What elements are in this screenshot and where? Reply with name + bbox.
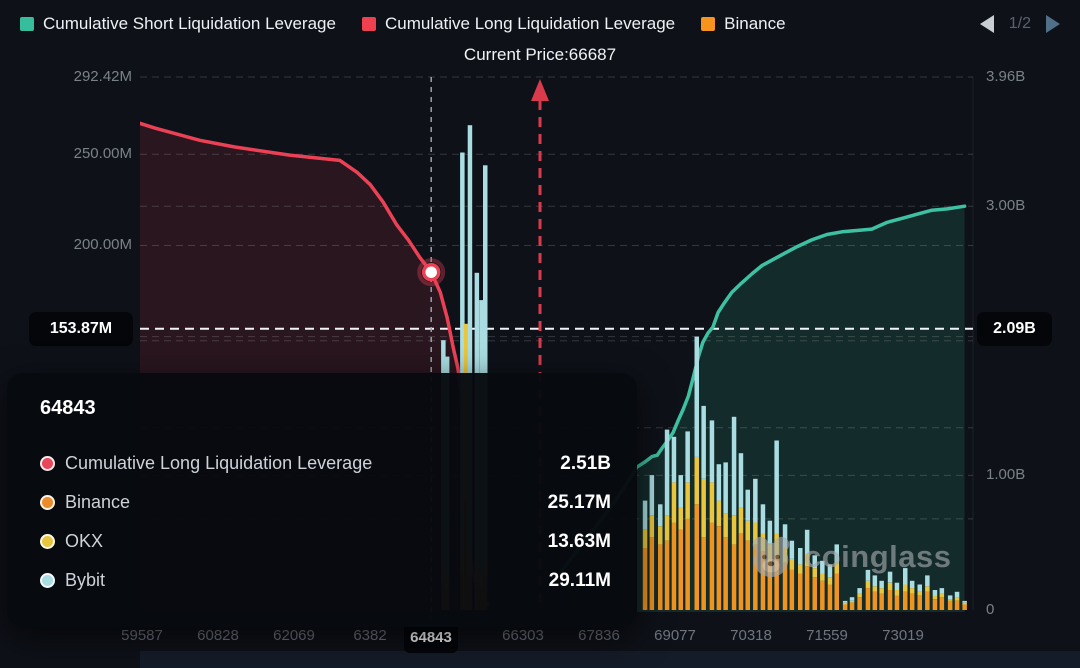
tooltip-title: 64843	[40, 397, 96, 419]
current-price-label: Current Price:66687	[463, 45, 617, 64]
next-page-icon[interactable]	[1046, 15, 1060, 33]
tooltip-rows: Cumulative Long Liquidation Leverage 2.5…	[40, 444, 611, 600]
legend-item-0[interactable]: Cumulative Short Liquidation Leverage	[20, 14, 336, 34]
x-axis-tick-label: 73019	[882, 627, 924, 644]
legend-label: Cumulative Long Liquidation Leverage	[384, 14, 676, 33]
legend-bar: Cumulative Short Liquidation Leverage Cu…	[20, 14, 1080, 34]
series-dot-icon	[40, 456, 55, 471]
bottom-panel-strip	[140, 651, 1080, 668]
legend-label: Binance	[724, 14, 786, 33]
x-axis-tick-label: 59587	[121, 627, 163, 644]
legend-label: Cumulative Short Liquidation Leverage	[43, 14, 336, 33]
left-axis-tick-label: 250.00M	[73, 145, 132, 162]
tooltip-row: Bybit 29.11M	[40, 561, 611, 600]
page-indicator: 1/2	[1008, 15, 1031, 32]
legend-swatch	[20, 17, 34, 31]
series-dot-icon	[40, 534, 55, 549]
tooltip-series-value: 25.17M	[547, 491, 611, 513]
tooltip-row: OKX 13.63M	[40, 522, 611, 561]
right-axis-tick-label: 1.00B	[986, 466, 1026, 483]
series-dot-icon	[40, 495, 55, 510]
left-axis-price-pill: 153.87M	[29, 312, 133, 346]
legend-swatch	[701, 17, 716, 31]
tooltip-row: Cumulative Long Liquidation Leverage 2.5…	[40, 444, 611, 483]
tooltip-series-label: OKX	[65, 531, 104, 551]
x-axis-tick-label: 69077	[654, 627, 696, 644]
x-axis-tick-label: 60828	[197, 627, 239, 644]
x-axis-tick-label: 62069	[273, 627, 315, 644]
chart-tooltip: 64843 Cumulative Long Liquidation Levera…	[7, 373, 637, 627]
tooltip-series-value: 29.11M	[548, 569, 611, 591]
left-axis-tick-label: 292.42M	[73, 68, 132, 85]
tooltip-row: Binance 25.17M	[40, 483, 611, 522]
prev-page-icon[interactable]	[979, 15, 994, 33]
tooltip-series-value: 13.63M	[547, 530, 611, 552]
right-axis-price-pill: 2.09B	[977, 312, 1052, 346]
legend-item-1[interactable]: Cumulative Long Liquidation Leverage	[361, 14, 676, 34]
coinglass-watermark: coinglass	[748, 534, 952, 580]
x-axis-tick-label: 71559	[806, 627, 848, 644]
legend-item-2[interactable]: Binance	[701, 14, 786, 34]
series-dot-icon	[40, 573, 55, 588]
x-axis-tick-label: 66303	[502, 627, 544, 644]
legend-pagination: 1/2	[979, 15, 1060, 33]
x-axis-tick-label: 67836	[578, 627, 620, 644]
right-axis-tick-label: 0	[986, 601, 995, 618]
legend-swatch	[361, 17, 376, 31]
x-axis-tick-label: 6382	[353, 627, 387, 644]
x-axis-tick-label: 70318	[730, 627, 772, 644]
coinglass-bear-icon	[752, 536, 790, 578]
right-axis-tick-label: 3.96B	[986, 68, 1026, 85]
tooltip-series-value: 2.51B	[560, 452, 611, 474]
tooltip-series-label: Binance	[65, 492, 131, 512]
tooltip-series-label: Bybit	[65, 570, 106, 590]
tooltip-series-label: Cumulative Long Liquidation Leverage	[65, 453, 373, 473]
left-axis-tick-label: 200.00M	[73, 236, 132, 253]
coinglass-watermark-text: coinglass	[804, 539, 952, 574]
right-axis-tick-label: 3.00B	[986, 197, 1026, 214]
